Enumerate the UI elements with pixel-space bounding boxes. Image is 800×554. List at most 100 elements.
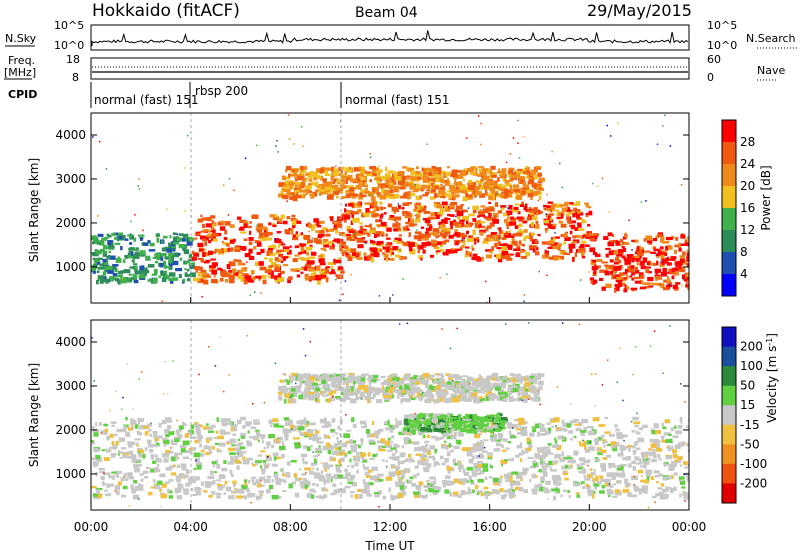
echo-cell — [395, 254, 401, 258]
echo-cell — [146, 423, 152, 427]
echo-cell — [286, 200, 288, 202]
echo-cell — [230, 474, 234, 477]
echo-cell — [429, 416, 434, 422]
echo-cell — [414, 494, 419, 498]
echo-cell — [313, 472, 321, 476]
echo-cell — [300, 126, 303, 128]
echo-cell — [554, 236, 560, 239]
echo-cell — [241, 484, 248, 490]
echo-cell — [110, 266, 117, 270]
echo-cell — [242, 456, 246, 460]
echo-cell — [501, 419, 506, 424]
echo-cell — [526, 216, 531, 221]
echo-cell — [248, 436, 254, 439]
echo-cell — [316, 239, 322, 245]
echo-cell — [633, 276, 641, 280]
echo-cell — [344, 190, 348, 193]
echo-cell — [600, 479, 606, 482]
echo-cell — [357, 185, 362, 190]
echo-cell — [304, 188, 311, 192]
echo-cell — [435, 251, 439, 255]
echo-cell — [319, 175, 324, 181]
echo-cell — [112, 273, 118, 277]
y-tick-label: 2000 — [55, 216, 86, 230]
echo-cell — [459, 184, 466, 188]
echo-cell — [150, 454, 154, 458]
echo-cell — [237, 262, 245, 266]
echo-cell — [406, 480, 412, 484]
echo-cell — [439, 208, 445, 213]
echo-cell — [633, 453, 636, 456]
echo-cell — [506, 257, 513, 261]
echo-cell — [282, 474, 287, 477]
echo-cell — [268, 258, 273, 263]
echo-cell — [640, 279, 644, 285]
echo-cell — [607, 490, 614, 495]
echo-cell — [300, 193, 307, 196]
echo-cell — [567, 456, 573, 460]
echo-cell — [530, 172, 534, 176]
echo-cell — [456, 185, 459, 187]
echo-cell — [658, 473, 663, 477]
echo-cell — [131, 251, 134, 256]
echo-cell — [546, 207, 553, 212]
echo-cell — [594, 438, 600, 442]
echo-cell — [325, 266, 330, 269]
echo-cell — [498, 168, 501, 172]
echo-cell — [491, 174, 497, 178]
echo-cell — [336, 437, 339, 440]
echo-cell — [576, 464, 582, 468]
echo-cell — [574, 423, 580, 426]
echo-cell — [325, 473, 332, 477]
echo-cell — [414, 231, 422, 234]
echo-cell — [408, 470, 411, 473]
echo-cell — [221, 484, 226, 488]
echo-cell — [286, 429, 292, 433]
echo-cell — [398, 431, 406, 436]
echo-cell — [520, 256, 527, 259]
echo-cell — [505, 253, 511, 258]
echo-cell — [543, 220, 547, 226]
echo-cell — [534, 174, 538, 180]
echo-cell — [488, 476, 493, 479]
echo-cell — [356, 396, 363, 399]
echo-cell — [435, 373, 439, 376]
echo-cell — [522, 135, 525, 138]
echo-cell — [472, 233, 476, 236]
echo-cell — [371, 202, 375, 207]
echo-cell — [506, 210, 513, 215]
echo-cell — [246, 440, 251, 443]
echo-cell — [242, 273, 249, 277]
echo-cell — [414, 183, 417, 186]
echo-cell — [261, 275, 267, 279]
echo-cell — [361, 396, 364, 400]
echo-cell — [256, 144, 258, 146]
echo-cell — [208, 235, 214, 239]
echo-cell — [169, 255, 172, 261]
echo-cell — [482, 241, 489, 244]
echo-cell — [283, 264, 289, 267]
echo-cell — [165, 481, 170, 484]
echo-cell — [282, 220, 288, 225]
echo-cell — [402, 226, 407, 231]
echo-cell — [350, 220, 353, 225]
echo-cell — [456, 210, 464, 216]
echo-cell — [385, 243, 392, 246]
echo-cell — [357, 201, 361, 204]
echo-cell — [264, 269, 272, 274]
echo-cell — [211, 446, 215, 450]
echo-cell — [439, 455, 444, 460]
echo-cell — [573, 418, 579, 422]
echo-cell — [397, 248, 402, 253]
echo-cell — [147, 264, 155, 268]
echo-cell — [516, 170, 521, 174]
echo-cell — [433, 242, 436, 246]
echo-cell — [298, 477, 303, 480]
echo-cell — [220, 268, 224, 274]
echo-cell — [115, 440, 119, 445]
echo-cell — [223, 492, 226, 495]
echo-cell — [458, 432, 464, 437]
echo-cell — [364, 202, 372, 205]
echo-cell — [506, 216, 510, 220]
echo-cell — [498, 435, 503, 441]
